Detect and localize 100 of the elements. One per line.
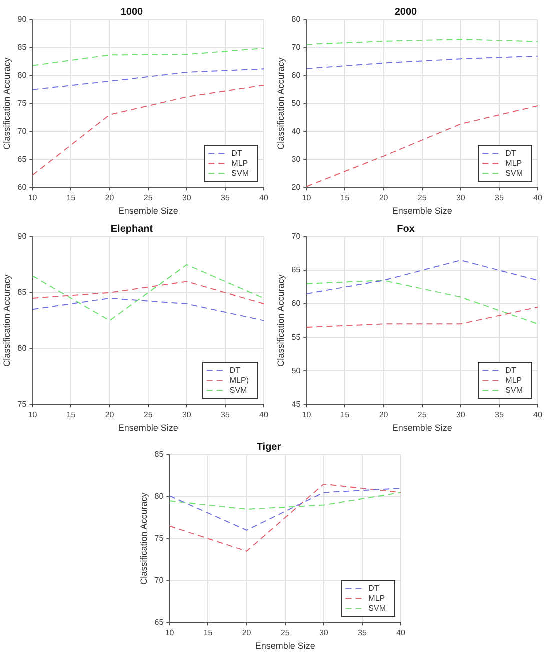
legend-label: MLP: [232, 158, 248, 168]
line-series: [32, 68, 264, 90]
legend-label: DT: [506, 366, 516, 375]
x-tick-label: 15: [66, 194, 76, 203]
legend-label: MLP): [230, 376, 250, 385]
y-tick-label: 75: [18, 99, 28, 108]
line-series: [32, 84, 264, 176]
x-tick-label: 10: [302, 410, 312, 420]
y-tick-label: 80: [18, 71, 28, 80]
line-series: [306, 56, 538, 70]
legend-label: SVM: [506, 168, 524, 178]
y-axis-title: Classification Accuracy: [276, 274, 286, 367]
y-axis-title: Classification Accuracy: [2, 274, 12, 367]
legend-label: MLP: [506, 158, 522, 168]
x-tick-label: 40: [396, 628, 406, 638]
y-tick-label: 85: [18, 43, 28, 52]
line-series: [170, 484, 401, 552]
y-tick-label: 70: [292, 232, 302, 242]
x-tick-label: 20: [105, 194, 115, 203]
x-tick-label: 35: [494, 410, 504, 420]
x-tick-label: 25: [280, 628, 290, 638]
legend-label: MLP: [368, 594, 386, 603]
x-tick-label: 10: [28, 194, 38, 203]
y-tick-label: 75: [154, 534, 164, 544]
y-tick-label: 50: [292, 99, 302, 108]
line-series: [32, 298, 264, 322]
x-tick-label: 30: [182, 194, 192, 203]
x-tick-label: 30: [319, 628, 329, 638]
x-tick-label: 40: [260, 410, 269, 420]
x-tick-label: 10: [302, 194, 312, 203]
y-tick-label: 65: [18, 154, 28, 164]
x-axis-title: Ensemble Size: [392, 423, 452, 434]
legend-label: MLP: [506, 376, 522, 385]
x-tick-label: 35: [494, 194, 504, 203]
x-tick-label: 30: [182, 410, 192, 420]
y-tick-label: 85: [18, 288, 28, 298]
chart-title: 1000: [120, 6, 144, 18]
y-tick-label: 45: [292, 400, 302, 409]
legend-label: DT: [232, 148, 242, 158]
y-axis-title: Classification Accuracy: [138, 492, 149, 585]
x-tick-label: 40: [260, 194, 269, 203]
chart-title: Tiger: [256, 442, 282, 453]
y-tick-label: 20: [292, 182, 302, 192]
y-tick-label: 70: [154, 576, 164, 585]
chart-title: Elephant: [110, 224, 154, 235]
x-tick-label: 30: [456, 194, 466, 203]
x-tick-label: 20: [242, 628, 252, 638]
y-tick-label: 75: [18, 400, 28, 409]
x-tick-label: 25: [418, 410, 428, 420]
x-tick-label: 35: [220, 194, 230, 203]
legend-label: DT: [230, 366, 241, 375]
x-tick-label: 30: [456, 410, 466, 420]
x-tick-label: 10: [28, 410, 38, 420]
y-tick-label: 55: [292, 332, 302, 342]
legend-label: SVM: [506, 386, 524, 395]
x-tick-label: 25: [144, 194, 154, 203]
line-series: [306, 280, 538, 325]
x-axis-title: Ensemble Size: [118, 423, 178, 434]
x-tick-label: 25: [418, 194, 428, 203]
y-tick-label: 50: [292, 366, 302, 376]
legend-label: SVM: [368, 604, 386, 613]
y-tick-label: 90: [18, 15, 28, 24]
y-tick-label: 80: [292, 15, 302, 24]
y-tick-label: 90: [18, 232, 28, 242]
legend-label: SVM: [232, 168, 250, 178]
line-series: [170, 488, 401, 531]
line-series: [32, 281, 264, 305]
y-tick-label: 65: [292, 266, 302, 275]
chart-title: Fox: [397, 224, 416, 235]
legend-label: SVM: [230, 386, 248, 395]
y-axis-title: Classification Accuracy: [276, 57, 286, 150]
y-tick-label: 40: [292, 126, 302, 136]
chart-title: 2000: [394, 6, 418, 18]
legend-label: DT: [506, 148, 516, 158]
x-tick-label: 10: [165, 628, 175, 638]
legend-label: DT: [368, 584, 380, 593]
x-tick-label: 20: [379, 194, 389, 203]
line-series: [32, 264, 264, 322]
y-tick-label: 70: [292, 43, 302, 52]
y-tick-label: 60: [18, 182, 28, 192]
y-tick-label: 65: [154, 618, 164, 627]
y-axis-title: Classification Accuracy: [2, 57, 12, 150]
x-tick-label: 15: [204, 628, 214, 638]
x-axis-title: Ensemble Size: [118, 206, 178, 216]
y-tick-label: 60: [292, 71, 302, 80]
x-tick-label: 15: [66, 410, 76, 420]
y-tick-label: 70: [18, 126, 28, 136]
x-tick-label: 20: [105, 410, 115, 420]
x-tick-label: 20: [379, 410, 389, 420]
y-tick-label: 80: [18, 344, 28, 353]
x-tick-label: 35: [358, 628, 368, 638]
y-tick-label: 30: [292, 154, 302, 164]
x-tick-label: 15: [340, 194, 350, 203]
y-tick-label: 85: [154, 450, 164, 460]
x-tick-label: 40: [534, 194, 543, 203]
x-axis-title: Ensemble Size: [255, 641, 316, 652]
line-series: [32, 48, 264, 66]
x-tick-label: 40: [534, 410, 543, 420]
x-axis-title: Ensemble Size: [392, 206, 452, 216]
x-tick-label: 25: [144, 410, 154, 420]
